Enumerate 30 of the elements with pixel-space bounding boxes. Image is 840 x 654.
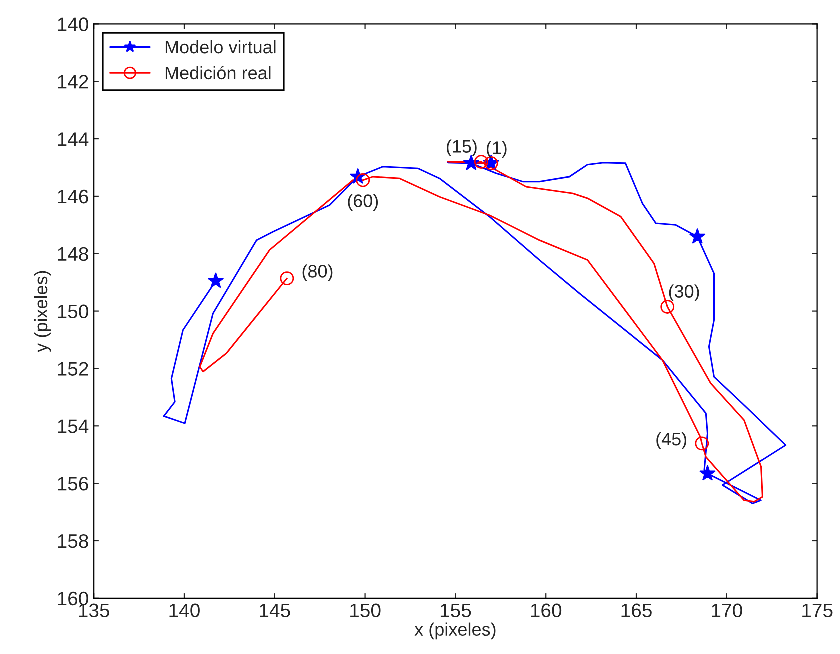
y-tick-label: 154 — [58, 420, 89, 434]
annotation: (30) — [669, 284, 700, 302]
x-tick-label: 170 — [712, 604, 742, 618]
annotation: (60) — [348, 194, 378, 212]
x-tick-label: 145 — [260, 604, 290, 618]
y-tick-label: 148 — [58, 247, 88, 262]
y-tick-label: 156 — [58, 477, 88, 491]
y-tick-label: 146 — [58, 190, 88, 204]
y-tick-label: 158 — [58, 534, 88, 548]
annotation: (80) — [302, 264, 333, 282]
x-tick-label: 160 — [531, 604, 562, 618]
x-axis-title: x (pixeles) — [414, 622, 496, 640]
annotation: (45) — [656, 432, 687, 450]
annotation: (1) — [486, 141, 507, 158]
y-tick-label: 150 — [58, 304, 88, 319]
y-tick-label: 140 — [58, 18, 88, 32]
y-axis-title: y (pixeles) — [34, 271, 52, 352]
x-tick-label: 135 — [79, 604, 110, 618]
y-tick-label: 152 — [58, 362, 88, 376]
x-tick-label: 175 — [802, 604, 833, 618]
y-tick-label: 142 — [58, 75, 88, 89]
x-tick-label: 150 — [350, 604, 381, 618]
y-tick-label: 160 — [58, 592, 88, 606]
x-tick-label: 165 — [622, 604, 652, 618]
legend-label: Medición real — [166, 66, 271, 80]
annotation: (15) — [447, 140, 477, 157]
x-tick-label: 155 — [440, 604, 472, 618]
y-tick-label: 144 — [58, 132, 89, 146]
legend-label: Modelo virtual — [166, 40, 276, 54]
x-tick-label: 140 — [170, 604, 200, 618]
